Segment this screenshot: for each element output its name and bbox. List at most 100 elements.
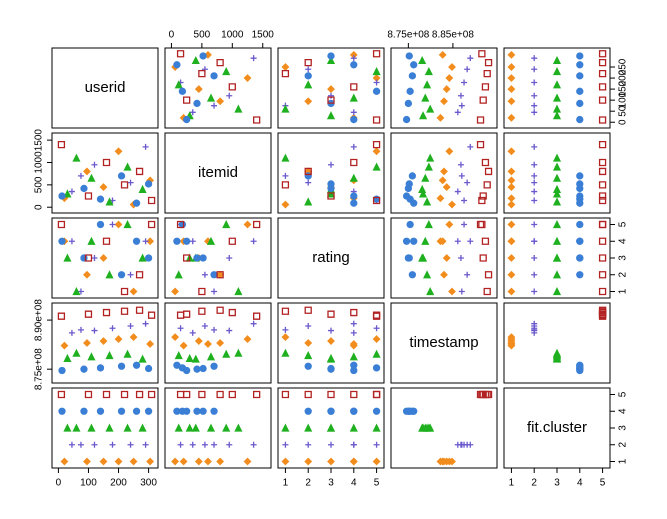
point — [185, 353, 194, 363]
point — [350, 329, 357, 336]
point — [408, 172, 417, 180]
point — [144, 407, 153, 415]
point — [120, 181, 129, 189]
point — [350, 55, 357, 62]
point — [210, 72, 218, 80]
point — [123, 220, 132, 229]
panel-frame — [277, 132, 385, 214]
point — [178, 87, 187, 95]
point — [304, 80, 313, 89]
point — [349, 457, 358, 466]
point — [281, 63, 290, 71]
point — [552, 197, 562, 206]
point — [57, 390, 66, 399]
y-tick-label: 1 — [618, 288, 629, 294]
point — [117, 271, 126, 279]
point — [174, 270, 183, 279]
point — [478, 220, 486, 229]
point — [281, 69, 290, 78]
point — [440, 97, 448, 106]
x-tick-label: 3 — [328, 478, 334, 489]
point — [458, 288, 465, 295]
point — [305, 322, 312, 329]
point — [83, 457, 91, 466]
point — [216, 270, 225, 279]
point — [206, 423, 216, 432]
point — [598, 311, 607, 319]
point — [147, 390, 156, 399]
point — [189, 441, 196, 448]
point — [201, 271, 208, 278]
point — [57, 140, 66, 149]
y-tick-label: 500 — [34, 176, 45, 193]
panel-frame — [164, 132, 272, 214]
point — [552, 348, 562, 357]
point — [327, 390, 335, 399]
point — [552, 354, 562, 363]
panel-frame — [277, 47, 385, 129]
y-tick-label: 8.90e+08 — [34, 299, 45, 341]
point — [576, 237, 584, 245]
point — [350, 390, 358, 399]
point — [99, 457, 108, 466]
panel-frame — [503, 132, 611, 214]
point — [478, 196, 486, 205]
point — [191, 423, 200, 432]
point — [174, 350, 183, 360]
point — [96, 220, 105, 229]
point — [531, 179, 538, 186]
point — [418, 423, 427, 432]
point — [109, 441, 116, 448]
point — [424, 162, 433, 171]
point — [531, 221, 538, 228]
point — [304, 423, 313, 432]
point — [191, 354, 200, 363]
point — [179, 457, 188, 466]
y-tick-label: 1500 — [34, 129, 45, 152]
point — [127, 322, 134, 329]
point — [442, 183, 451, 192]
point — [467, 238, 474, 245]
point — [146, 237, 155, 246]
point — [216, 390, 224, 399]
point — [328, 441, 334, 448]
point — [408, 72, 417, 80]
point — [176, 311, 185, 319]
point — [598, 254, 607, 262]
point — [185, 423, 194, 432]
point — [448, 287, 456, 296]
point — [552, 270, 562, 279]
point — [576, 199, 584, 207]
point — [552, 162, 562, 171]
point — [177, 441, 184, 448]
point — [419, 189, 428, 198]
point — [222, 349, 231, 358]
point — [84, 254, 93, 262]
point — [305, 179, 312, 186]
point — [478, 390, 486, 399]
point — [372, 162, 381, 171]
point — [222, 66, 231, 76]
point — [484, 271, 493, 279]
x-tick-label: 1 — [283, 478, 289, 489]
point — [372, 140, 381, 149]
point — [132, 361, 141, 369]
point — [507, 97, 516, 106]
point — [226, 255, 233, 261]
point — [138, 253, 147, 262]
point — [598, 287, 607, 296]
point — [138, 184, 147, 193]
point — [507, 85, 516, 94]
panel-frame — [51, 387, 159, 469]
point — [234, 348, 243, 357]
point — [598, 50, 607, 58]
x-tick-label: 4 — [577, 478, 583, 489]
point — [419, 111, 428, 120]
point — [372, 407, 381, 415]
point — [105, 350, 114, 360]
point — [598, 167, 607, 176]
y-tick-label: 8.75e+08 — [34, 348, 45, 390]
point — [99, 183, 108, 192]
point — [372, 364, 381, 372]
point — [135, 390, 144, 399]
